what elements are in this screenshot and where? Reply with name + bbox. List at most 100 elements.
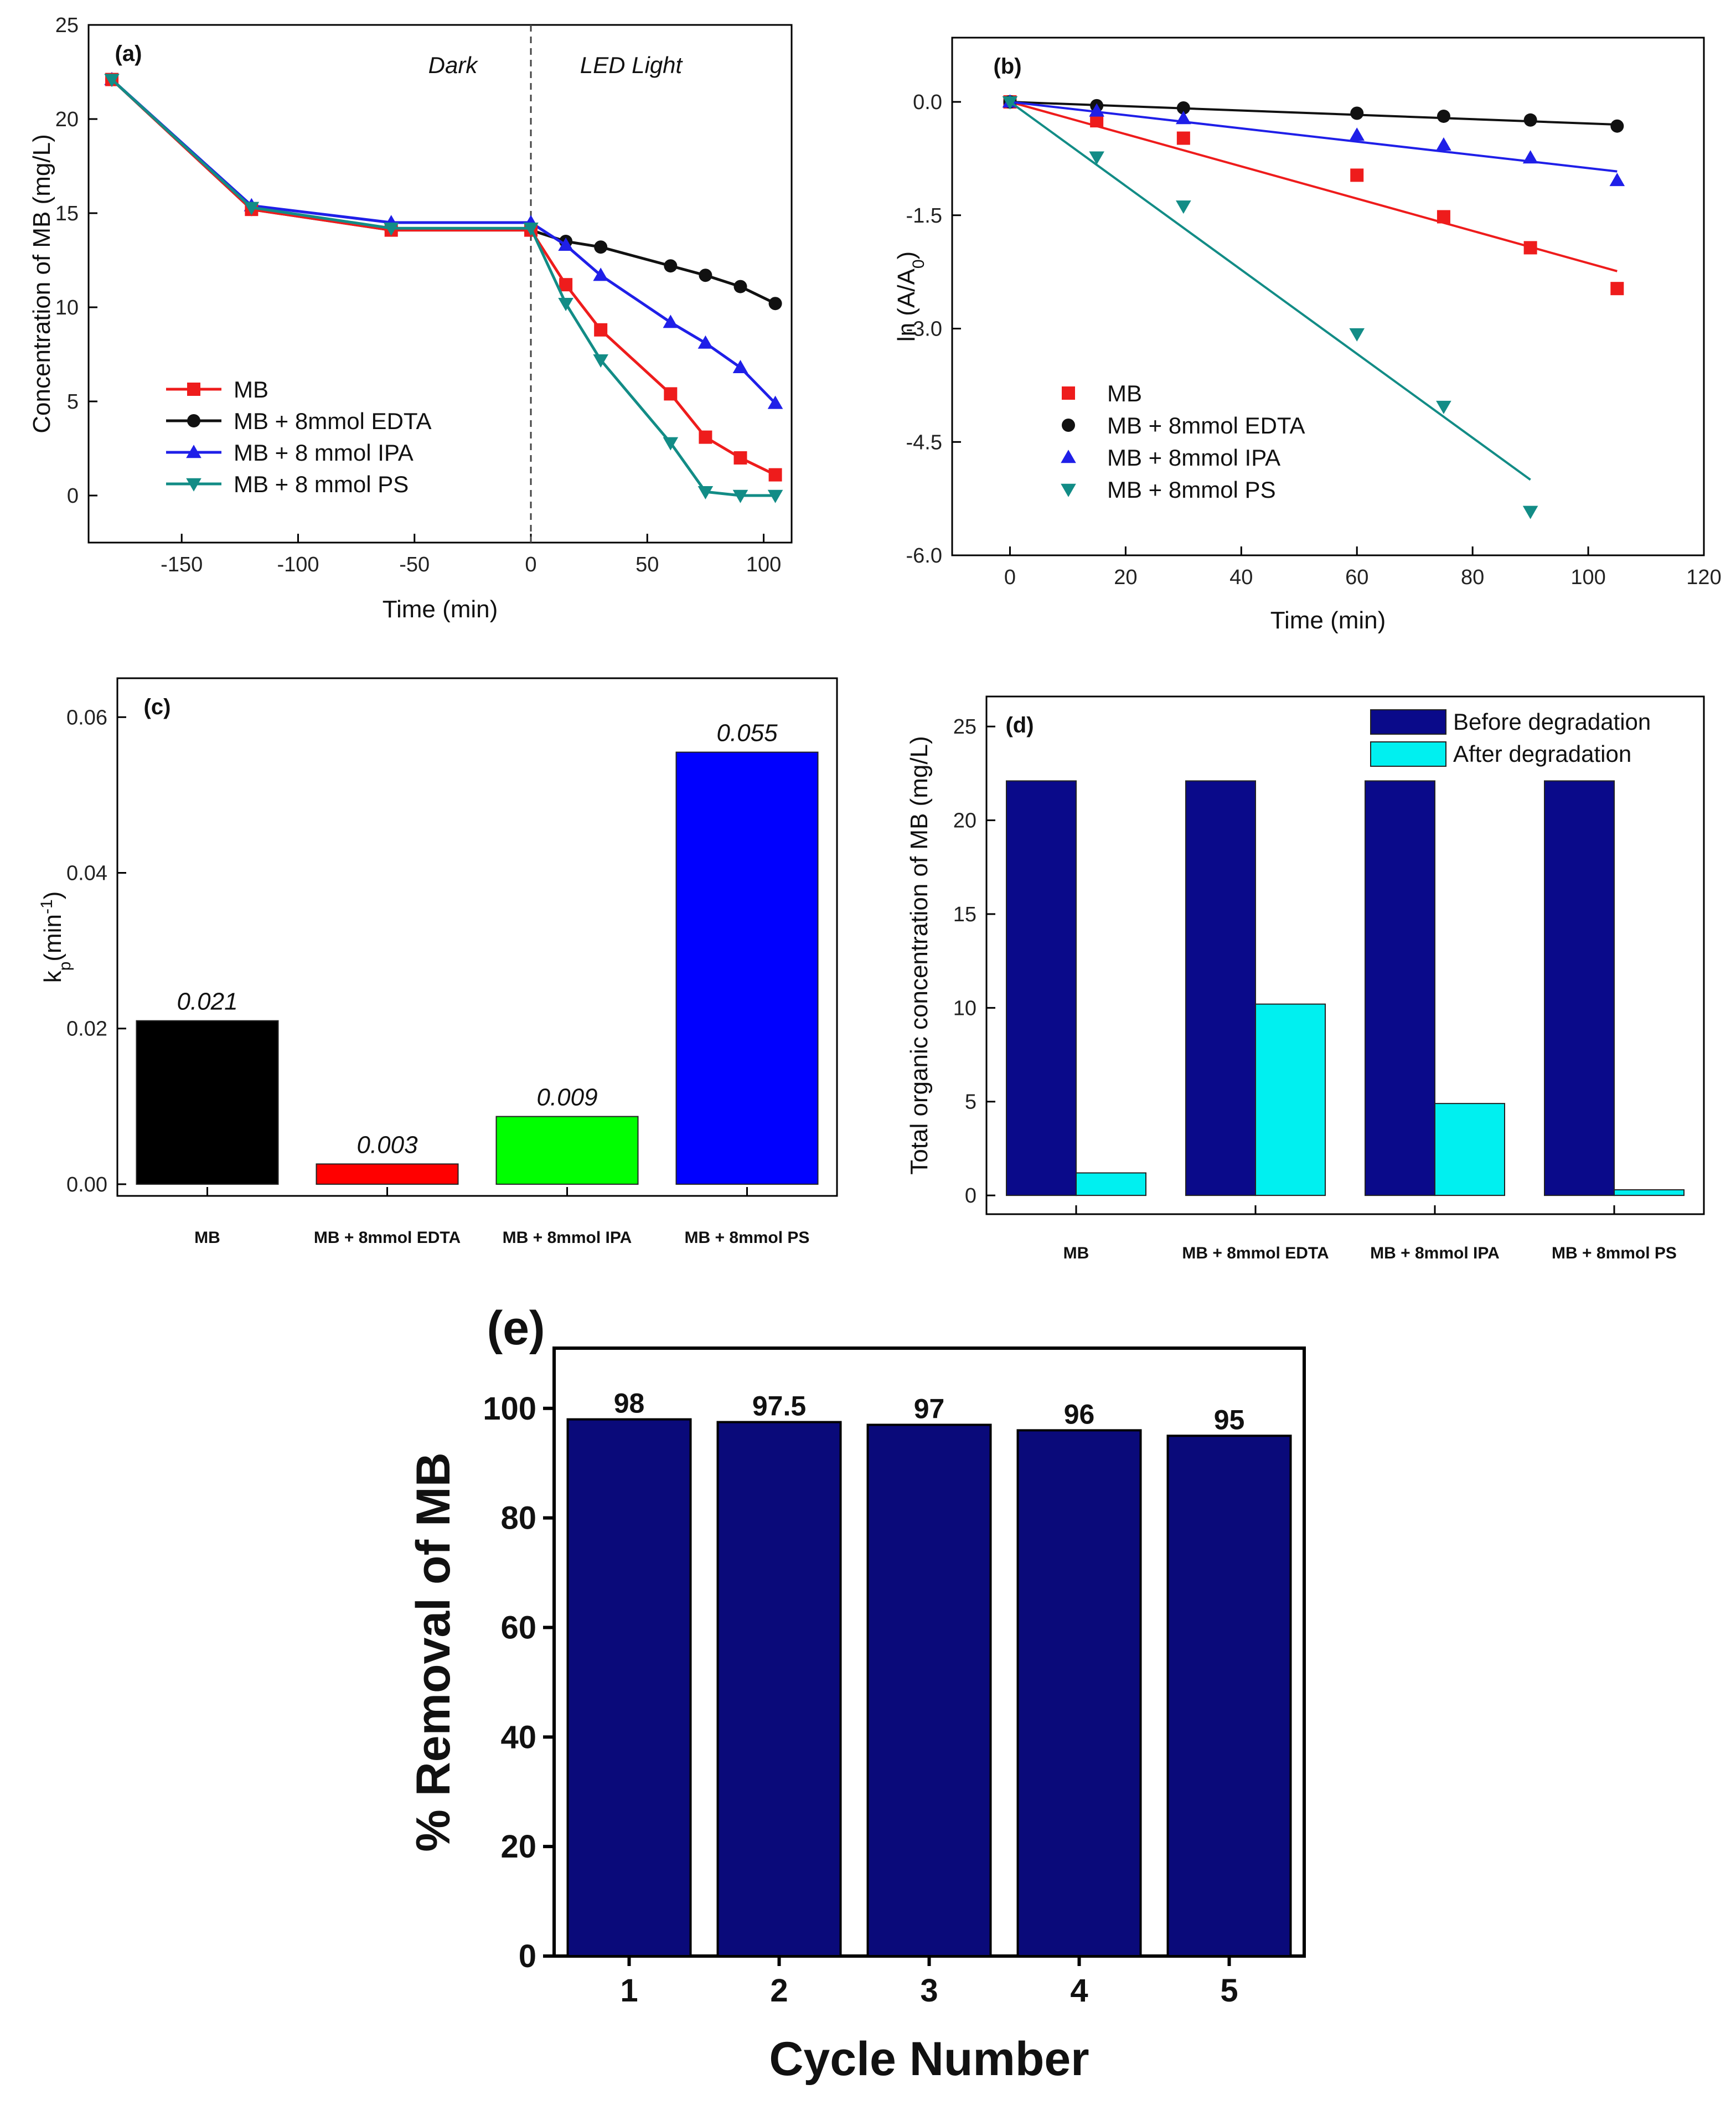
data-point: [558, 298, 574, 311]
data-point: [1350, 168, 1364, 182]
data-point: [732, 489, 748, 503]
data-point: [768, 468, 782, 482]
data-point: [699, 430, 712, 444]
data-point: [733, 280, 747, 293]
bar: [1365, 780, 1435, 1196]
x-tick-label: 2: [770, 1973, 788, 2009]
panel-e: 0 20 40 60 80 100 (e) 98 1 97.5 2 97 3 96 4 95 5 Cycle Nu…: [407, 1302, 1306, 2086]
x-tick-label: 40: [1229, 566, 1253, 589]
data-point: [1002, 96, 1018, 110]
y-axis-label: Concentration of MB (mg/L): [28, 134, 55, 433]
data-point: [1176, 200, 1191, 214]
y-tick-label: 15: [55, 202, 79, 225]
category-label: MB + 8mmol PS: [685, 1229, 810, 1247]
legend-label: MB + 8 mmol IPA: [234, 440, 414, 466]
bar: [1016, 1429, 1142, 1958]
fit-line: [1009, 101, 1618, 272]
data-point: [594, 240, 608, 254]
y-tick-label: 20: [55, 108, 79, 131]
y-tick-label: 15: [953, 903, 976, 926]
plot-frame: [87, 24, 793, 544]
x-tick-label: 1: [620, 1973, 638, 2009]
data-point: [1349, 328, 1365, 342]
data-point: [523, 223, 539, 236]
x-tick-label: -100: [277, 553, 319, 576]
legend-swatch: [1370, 709, 1446, 735]
bar: [1166, 1435, 1292, 1957]
legend-label: MB + 8 mmol PS: [234, 471, 409, 497]
panel-label: (d): [1005, 713, 1034, 737]
x-tick-label: 80: [1461, 566, 1484, 589]
y-tick-label: 20: [500, 1829, 536, 1865]
bar-value-label: 0.055: [716, 720, 778, 747]
bar-value-label: 97.5: [752, 1391, 806, 1422]
y-tick-label: -6.0: [906, 544, 942, 567]
data-point: [767, 489, 783, 503]
legend-label: After degradation: [1453, 741, 1631, 767]
legend-marker: [1061, 450, 1076, 463]
data-point: [104, 74, 120, 87]
fit-line: [1009, 101, 1531, 481]
plot-frame: [985, 695, 1705, 1215]
panel-label: (b): [993, 54, 1021, 79]
bar: [866, 1423, 992, 1958]
category-label: MB + 8mmol EDTA: [1182, 1244, 1329, 1262]
data-point: [1089, 103, 1104, 117]
data-point: [558, 238, 574, 251]
y-tick-label: 0.06: [66, 706, 107, 729]
legend-swatch: [1370, 741, 1446, 767]
data-point: [593, 267, 608, 281]
category-label: MB: [194, 1229, 220, 1247]
data-point: [1349, 127, 1365, 141]
bar: [675, 751, 819, 1185]
data-point: [768, 297, 782, 311]
bar-value-label: 98: [614, 1388, 645, 1419]
legend-marker: [1061, 483, 1076, 497]
led-light-annotation: LED Light: [580, 52, 684, 78]
bar-value-label: 0.009: [536, 1084, 597, 1111]
bar-value-label: 95: [1214, 1404, 1245, 1435]
y-tick-label: 5: [67, 390, 79, 414]
bar: [1076, 1172, 1146, 1196]
legend-label: MB + 8mmol PS: [1107, 477, 1276, 503]
legend-marker: [187, 414, 200, 427]
data-point: [664, 259, 678, 273]
x-tick-label: -150: [161, 553, 203, 576]
data-point: [698, 486, 714, 499]
category-label: MB + 8mmol IPA: [1370, 1244, 1500, 1262]
series-line: [111, 78, 776, 497]
bar: [1434, 1103, 1505, 1196]
bar: [1544, 780, 1615, 1196]
data-point: [1176, 101, 1190, 115]
y-tick-label: -3.0: [906, 318, 942, 341]
y-axis-label: % Removal of MB: [407, 1452, 460, 1852]
x-tick-label: 50: [636, 553, 659, 576]
bar-value-label: 0.003: [356, 1131, 418, 1158]
data-point: [663, 437, 679, 451]
dark-annotation: Dark: [428, 52, 479, 78]
x-tick-label: -50: [399, 553, 430, 576]
legend-label: MB + 8mmol EDTA: [234, 408, 431, 434]
legend-label: MB + 8mmol IPA: [1107, 445, 1280, 471]
bar-value-label: 96: [1064, 1399, 1095, 1430]
category-label: MB + 8mmol PS: [1552, 1244, 1677, 1262]
data-point: [1522, 505, 1538, 519]
plot-frame: [116, 677, 838, 1197]
y-tick-label: 60: [500, 1609, 536, 1645]
x-tick-label: 0: [1004, 566, 1016, 589]
y-tick-label: 25: [55, 14, 79, 37]
data-point: [767, 395, 783, 409]
x-tick-label: 120: [1686, 566, 1721, 589]
y-tick-label: 80: [500, 1500, 536, 1536]
data-point: [593, 354, 608, 368]
panel-a: 0 5 10 15 20 25 -150 -100 -50 0 50 100 Dark LED Light…: [28, 14, 793, 623]
x-tick-label: 60: [1345, 566, 1368, 589]
x-tick-label: 100: [1570, 566, 1605, 589]
bar: [495, 1116, 639, 1185]
data-point: [698, 335, 714, 349]
data-point: [1609, 173, 1625, 187]
data-point: [732, 360, 748, 373]
data-point: [244, 202, 260, 215]
data-point: [1523, 241, 1537, 255]
y-tick-label: 0.02: [66, 1018, 107, 1041]
